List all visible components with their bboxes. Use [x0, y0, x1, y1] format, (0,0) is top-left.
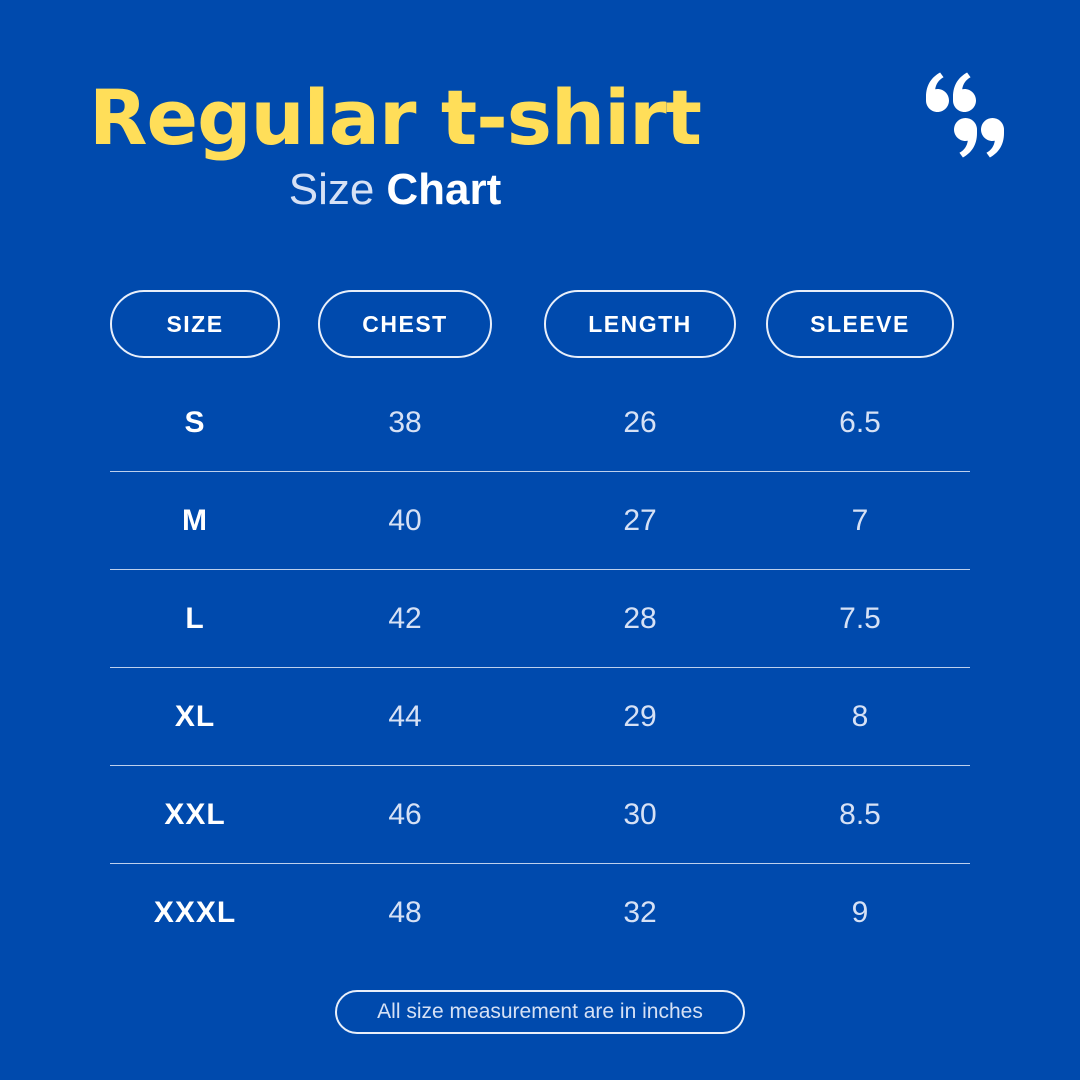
value-cell: 38: [388, 405, 422, 439]
table-header-row: SIZE CHEST LENGTH SLEEVE: [110, 288, 970, 360]
value-cell: 40: [388, 503, 422, 537]
quotation-marks-icon: [926, 72, 1004, 158]
column-header-pill-chest: CHEST: [318, 290, 492, 358]
size-label-cell: S: [184, 405, 206, 439]
table-body: S 38 26 6.5 M 40 27 7 L 42 28 7.5 XL 44 29 8 XXL 46 30 8.5 X…: [110, 374, 970, 961]
table-row-l: L 42 28 7.5: [110, 570, 970, 668]
subtitle-regular: Size: [288, 164, 375, 214]
page-subtitle: Size Chart: [0, 164, 790, 214]
column-header-cell: SIZE: [110, 290, 280, 358]
value-cell: 30: [623, 797, 657, 831]
value-cell: 48: [388, 895, 422, 929]
column-header-cell: CHEST: [280, 290, 530, 358]
value-cell: 9: [851, 895, 869, 929]
table-row-xl: XL 44 29 8: [110, 668, 970, 766]
value-cell: 8: [851, 699, 869, 733]
value-cell: 7.5: [839, 601, 881, 635]
column-header-pill-length: LENGTH: [544, 290, 736, 358]
table-row-xxl: XXL 46 30 8.5: [110, 766, 970, 864]
value-cell: 42: [388, 601, 422, 635]
column-header-cell: LENGTH: [530, 290, 750, 358]
size-label-cell: L: [185, 601, 205, 635]
value-cell: 8.5: [839, 797, 881, 831]
size-label-cell: XXL: [164, 797, 226, 831]
column-header-cell: SLEEVE: [750, 290, 970, 358]
subtitle-bold: Chart: [386, 164, 502, 214]
table-row-xxxl: XXXL 48 32 9: [110, 864, 970, 961]
units-note-text: All size measurement are in inches: [377, 1000, 703, 1023]
column-header-pill-sleeve: SLEEVE: [766, 290, 954, 358]
units-note-pill: All size measurement are in inches: [335, 990, 745, 1034]
column-header-pill-size: SIZE: [110, 290, 280, 358]
table-row-s: S 38 26 6.5: [110, 374, 970, 472]
value-cell: 32: [623, 895, 657, 929]
page-title: Regular t-shirt: [89, 73, 702, 162]
footer: All size measurement are in inches: [0, 990, 1080, 1034]
size-label-cell: XL: [174, 699, 216, 733]
value-cell: 6.5: [839, 405, 881, 439]
value-cell: 46: [388, 797, 422, 831]
value-cell: 44: [388, 699, 422, 733]
value-cell: 27: [623, 503, 657, 537]
value-cell: 7: [851, 503, 869, 537]
size-label-cell: XXXL: [153, 895, 237, 929]
value-cell: 26: [623, 405, 657, 439]
value-cell: 29: [623, 699, 657, 733]
table-row-m: M 40 27 7: [110, 472, 970, 570]
value-cell: 28: [623, 601, 657, 635]
size-chart-table: SIZE CHEST LENGTH SLEEVE S 38 26 6.5 M 40 27 7 L 42 2…: [110, 288, 970, 961]
size-label-cell: M: [182, 503, 208, 537]
header: Regular t-shirt Size Chart: [0, 78, 790, 214]
